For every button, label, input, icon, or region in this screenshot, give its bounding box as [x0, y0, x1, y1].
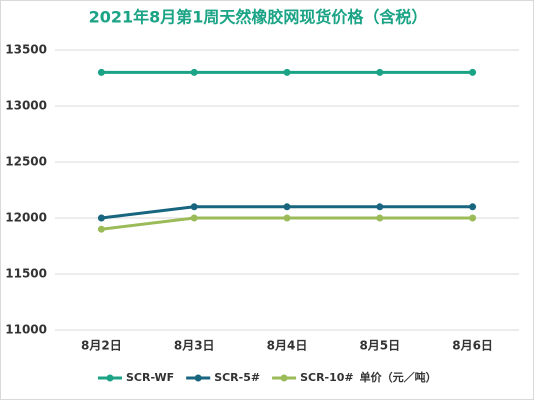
data-point [283, 214, 291, 222]
data-point [97, 68, 105, 76]
y-tick-label: 12500 [5, 155, 47, 169]
x-tick-label: 8月5日 [359, 339, 400, 353]
y-tick-label: 13000 [5, 99, 47, 113]
data-point [97, 225, 105, 233]
data-point [190, 214, 198, 222]
x-tick-label: 8月3日 [174, 339, 215, 353]
chart-title: 2021年8月第1周天然橡胶网现货价格（含税） [89, 8, 428, 27]
data-point [376, 203, 384, 211]
data-point [283, 203, 291, 211]
data-point [283, 68, 291, 76]
data-point [469, 203, 477, 211]
x-tick-label: 8月6日 [452, 339, 493, 353]
x-tick-label: 8月2日 [81, 339, 122, 353]
y-tick-label: 11500 [5, 267, 47, 281]
data-point [190, 68, 198, 76]
data-point [97, 214, 105, 222]
data-point [190, 203, 198, 211]
legend-marker [280, 374, 288, 382]
legend-label: SCR-5# [214, 371, 260, 384]
data-point [376, 214, 384, 222]
legend-marker [194, 374, 202, 382]
legend-label: SCR-10# [300, 371, 354, 384]
x-tick-label: 8月4日 [267, 339, 308, 353]
y-tick-label: 13500 [5, 43, 47, 57]
legend-label: SCR-WF [126, 371, 174, 384]
data-point [469, 214, 477, 222]
data-point [376, 68, 384, 76]
legend-note: 单价（元／吨） [360, 370, 437, 384]
legend-marker [106, 374, 114, 382]
y-tick-label: 11000 [5, 323, 47, 337]
y-tick-label: 12000 [5, 211, 47, 225]
data-point [469, 68, 477, 76]
